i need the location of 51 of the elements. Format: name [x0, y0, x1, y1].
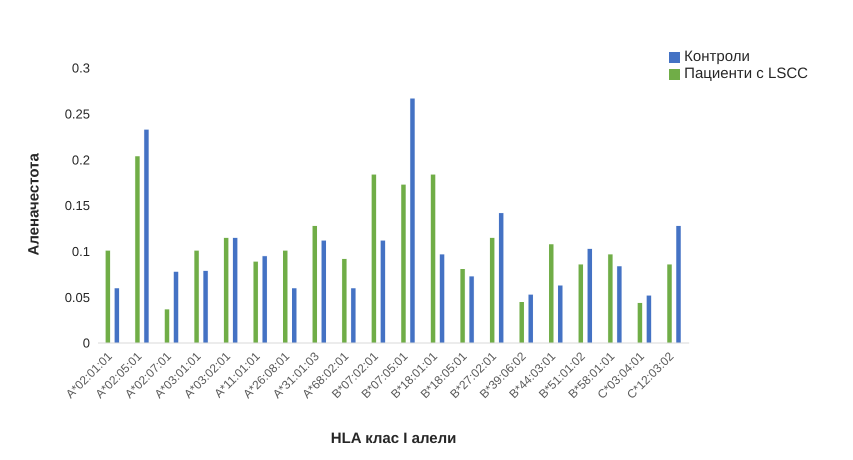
bar — [282, 250, 288, 343]
bar — [646, 295, 652, 343]
bar — [608, 254, 614, 343]
y-tick-label: 0.25 — [64, 106, 90, 122]
bar — [616, 266, 622, 343]
bar — [518, 302, 524, 343]
legend-label: Пациенти с LSCC — [684, 65, 808, 82]
bar — [202, 270, 208, 343]
bar — [666, 264, 672, 343]
bar — [312, 225, 318, 343]
bar — [430, 174, 436, 343]
legend-label: Контроли — [684, 48, 750, 65]
bar — [223, 237, 229, 343]
bar — [410, 98, 416, 343]
y-axis-title: Аленачестота — [25, 152, 42, 256]
bar — [321, 240, 327, 343]
bar — [105, 250, 111, 343]
bar — [489, 237, 495, 343]
bar — [587, 248, 593, 343]
y-tick-label: 0.05 — [64, 290, 90, 305]
bar — [637, 302, 643, 343]
y-tick-label: 0.2 — [72, 152, 90, 168]
bar — [134, 156, 140, 343]
bar — [194, 250, 200, 343]
bar — [232, 237, 238, 343]
bar — [468, 276, 474, 343]
bar — [371, 174, 377, 343]
bar — [342, 258, 348, 343]
bar — [558, 285, 564, 343]
bar — [498, 212, 504, 343]
bar — [144, 129, 150, 343]
bar — [173, 271, 179, 343]
bar — [252, 261, 258, 343]
bar — [676, 225, 682, 343]
y-tick-label: 0.15 — [64, 198, 90, 214]
bar — [460, 268, 466, 343]
bar — [262, 256, 268, 343]
bar — [380, 240, 386, 343]
bar — [528, 294, 534, 343]
y-tick-label: 0.1 — [72, 244, 90, 259]
bar — [164, 308, 170, 343]
bar — [291, 288, 297, 343]
bar — [400, 184, 406, 343]
y-tick-label: 0 — [82, 336, 90, 351]
y-tick-label: 0.3 — [72, 60, 90, 76]
x-axis-title: HLA клас I алели — [330, 430, 456, 447]
bar — [439, 254, 445, 343]
bar — [114, 288, 120, 343]
bar — [548, 244, 554, 343]
bar — [350, 288, 356, 343]
bar — [578, 264, 584, 343]
